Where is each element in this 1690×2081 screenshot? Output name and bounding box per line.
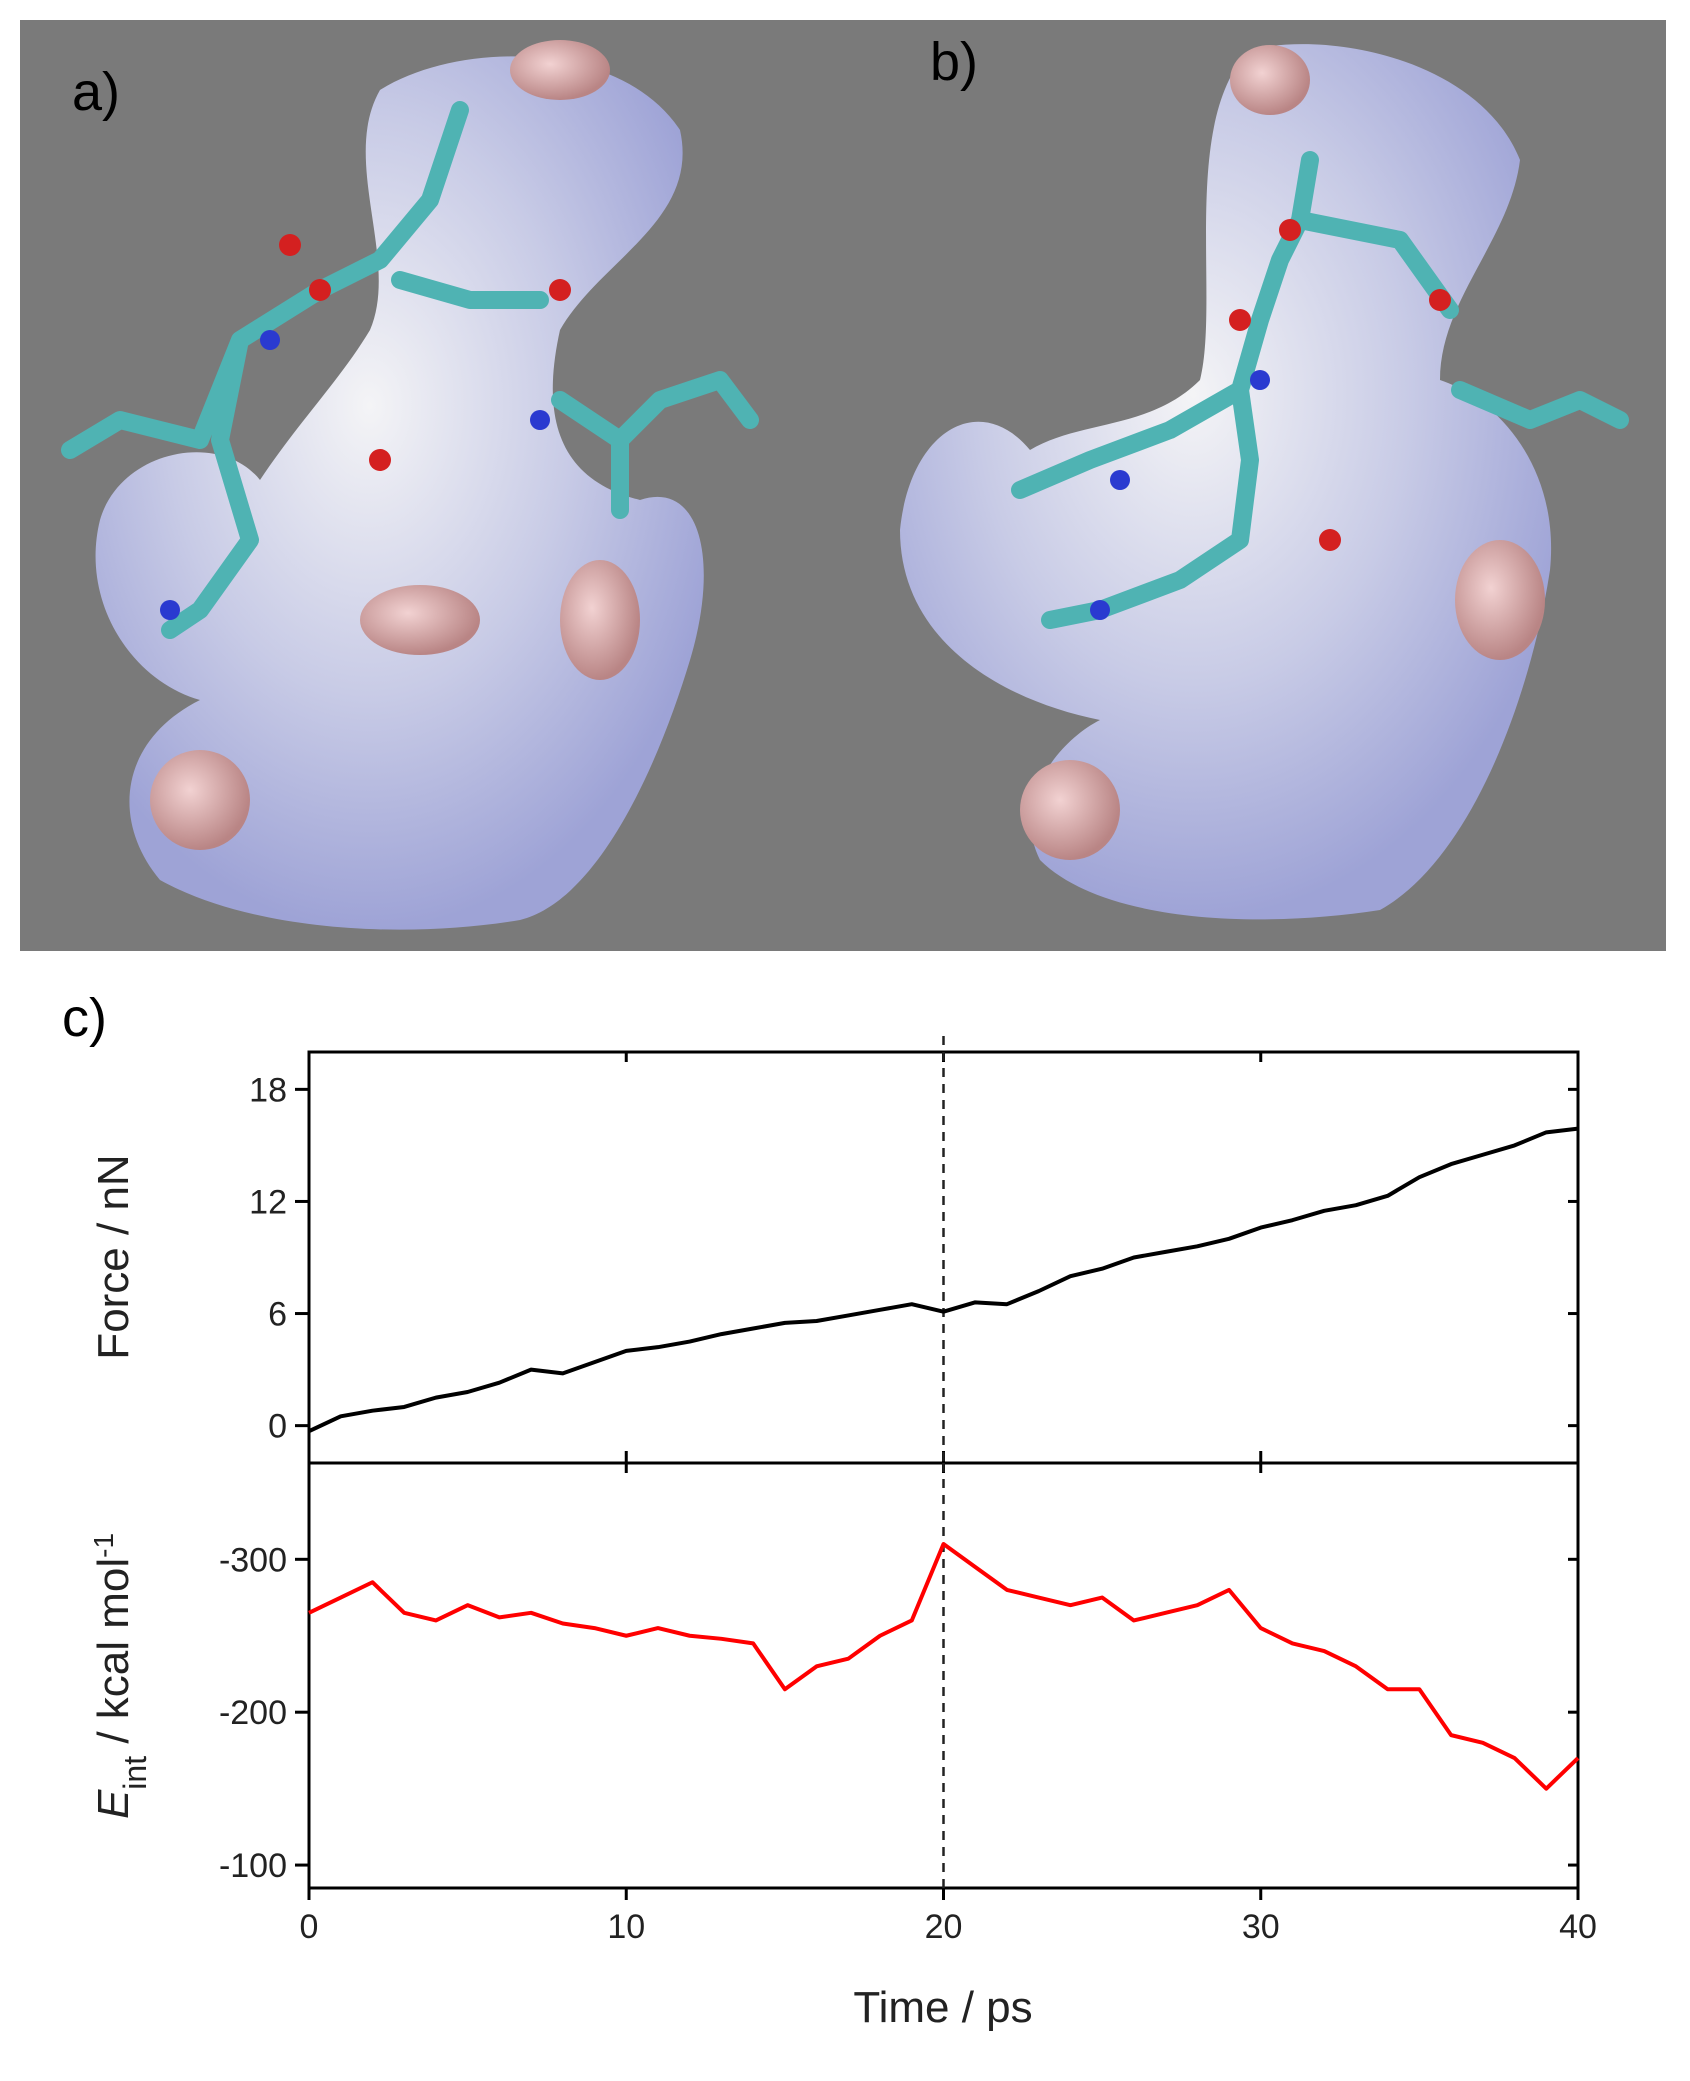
panel-label: a) — [72, 62, 120, 122]
x-tick-label: 0 — [300, 1908, 319, 1946]
x-axis-label: Time / ps — [853, 1983, 1032, 2032]
y-label-symbol: E — [89, 1789, 138, 1819]
x-tick-label: 40 — [1559, 1908, 1597, 1946]
panel-label: b) — [930, 32, 978, 92]
x-tick-label: 30 — [1242, 1908, 1280, 1946]
data-line — [308, 1126, 1579, 1434]
y-label-subscript: int — [117, 1756, 153, 1790]
y-tick-label: -300 — [219, 1541, 287, 1579]
data-line — [308, 1542, 1580, 1791]
y-tick-label: -200 — [219, 1694, 287, 1732]
plot-frame — [307, 1050, 1580, 1465]
x-tick-label: 20 — [925, 1908, 963, 1946]
molecule-a — [61, 40, 759, 930]
x-tick-label: 10 — [607, 1908, 645, 1946]
molecule-b — [900, 44, 1629, 920]
y-tick-label: 12 — [249, 1183, 287, 1221]
y-tick-label: 0 — [268, 1408, 287, 1446]
y-tick-label: 6 — [268, 1296, 287, 1334]
y-axis-label: Eint / kcal mol-1 — [88, 1533, 154, 1819]
y-tick-label: 18 — [249, 1071, 287, 1109]
y-axis-label: Force / nN — [89, 1154, 138, 1359]
y-label-unit: / kcal mol — [89, 1558, 138, 1756]
y-tick-label: -100 — [219, 1847, 287, 1885]
panel-label: c) — [62, 988, 107, 1048]
y-label-superscript: -1 — [88, 1533, 119, 1558]
